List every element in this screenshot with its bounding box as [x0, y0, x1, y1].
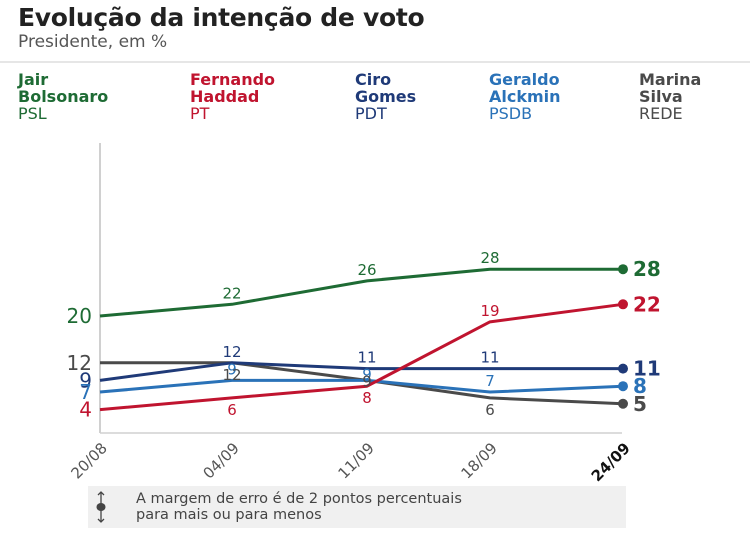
note-line-2: para mais ou para menos	[136, 507, 322, 523]
x-tick-label-0: 20/08	[68, 439, 111, 482]
data-label-ciro-gomes-0: 9	[79, 368, 92, 392]
data-label-jair-bolsonaro-0: 20	[67, 304, 92, 328]
x-tick-label-4: 24/09	[588, 439, 634, 485]
legend-name: Ciro Gomes	[355, 70, 417, 106]
data-label-fernando-haddad-2: 8	[362, 389, 372, 407]
legend-item-bolsonaro: Jair Bolsonaro PSL	[18, 71, 108, 122]
data-label-ciro-gomes-2: 11	[357, 349, 376, 367]
data-label-ciro-gomes-4: 11	[633, 357, 661, 381]
margin-of-error-note: A margem de erro é de 2 pontos percentua…	[88, 486, 626, 528]
header-divider	[0, 61, 750, 63]
legend-name: Jair Bolsonaro	[18, 70, 109, 106]
series-line-geraldo-alckmin	[99, 378, 624, 394]
data-label-geraldo-alckmin-0: 7	[79, 380, 92, 404]
legend-item-haddad: Fernando Haddad PT	[190, 71, 275, 122]
data-label-marina-silva-3: 6	[485, 401, 495, 419]
x-tick-label-1: 04/09	[200, 439, 243, 482]
end-point-jair-bolsonaro	[618, 264, 628, 275]
margin-of-error-icon	[96, 491, 106, 523]
data-label-ciro-gomes-3: 11	[480, 349, 499, 367]
chart-title: Evolução da intenção de voto	[18, 3, 425, 32]
data-label-fernando-haddad-1: 6	[227, 401, 237, 419]
data-label-fernando-haddad-3: 19	[480, 302, 499, 320]
legend-party: PDT	[355, 104, 387, 123]
data-label-jair-bolsonaro-2: 26	[357, 261, 376, 279]
data-label-fernando-haddad-4: 22	[633, 292, 661, 316]
note-line-1: A margem de erro é de 2 pontos percentua…	[136, 491, 462, 507]
data-label-marina-silva-4: 5	[633, 392, 647, 416]
data-label-geraldo-alckmin-3: 7	[485, 372, 495, 390]
legend-name: Fernando Haddad	[190, 70, 276, 106]
chart-subtitle: Presidente, em %	[18, 32, 168, 52]
data-label-jair-bolsonaro-1: 22	[222, 284, 241, 302]
x-tick-label-2: 11/09	[335, 439, 378, 482]
data-label-jair-bolsonaro-4: 28	[633, 257, 661, 281]
end-point-ciro-gomes	[618, 363, 628, 374]
legend-name: Marina Silva	[639, 70, 702, 106]
series-line-ciro-gomes	[99, 361, 623, 382]
legend-item-ciro: Ciro Gomes PDT	[355, 71, 416, 122]
data-label-geraldo-alckmin-4: 8	[633, 374, 647, 398]
legend-party: REDE	[639, 104, 683, 123]
series-lines	[99, 264, 628, 412]
data-label-marina-silva-0: 12	[67, 351, 92, 375]
legend-party: PSL	[18, 104, 47, 123]
data-label-fernando-haddad-0: 4	[79, 398, 92, 422]
end-point-marina-silva	[618, 398, 628, 409]
data-label-geraldo-alckmin-2: 9	[362, 365, 372, 383]
legend-name: Geraldo Alckmin	[489, 70, 561, 106]
legend-party: PT	[190, 104, 210, 123]
x-tick-labels: 20/08 04/09 11/09 18/09 24/09	[68, 439, 634, 485]
end-point-fernando-haddad	[618, 299, 628, 310]
end-point-geraldo-alckmin	[618, 381, 628, 392]
legend-item-marina: Marina Silva REDE	[639, 71, 701, 122]
data-label-marina-silva-2: 9	[362, 372, 372, 390]
data-label-jair-bolsonaro-3: 28	[480, 249, 499, 267]
x-tick-label-3: 18/09	[458, 439, 501, 482]
data-label-marina-silva-1: 12	[222, 366, 241, 384]
legend-item-alckmin: Geraldo Alckmin PSDB	[489, 71, 561, 122]
data-label-geraldo-alckmin-1: 9	[227, 360, 237, 378]
series-line-fernando-haddad	[99, 302, 624, 412]
data-label-ciro-gomes-1: 12	[222, 343, 241, 361]
note-text: A margem de erro é de 2 pontos percentua…	[136, 491, 462, 523]
series-line-jair-bolsonaro	[99, 267, 623, 318]
legend-party: PSDB	[489, 104, 533, 123]
